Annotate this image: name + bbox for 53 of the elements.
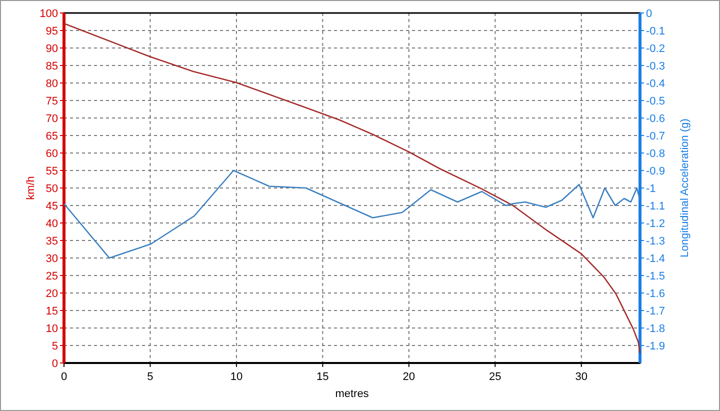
x-tick-label: 10	[230, 371, 243, 383]
y-tick-label: 20	[46, 288, 58, 300]
y-tick-label: 15	[46, 306, 58, 318]
y2-tick-label: -0.4	[646, 78, 665, 90]
x-tick-label: 30	[575, 371, 588, 383]
x-tick-label: 25	[489, 371, 502, 383]
y2-tick-label: 0	[646, 8, 652, 20]
y-tick-label: 65	[46, 130, 58, 142]
y2-tick-label: -0.3	[646, 60, 665, 72]
line-series	[63, 170, 641, 259]
y-tick-label: 95	[46, 26, 58, 38]
y2-tick-label: -0.1	[646, 26, 665, 38]
y-tick-label: 0	[52, 358, 58, 370]
y2-tick-label: -1.8	[646, 323, 665, 335]
y2-tick-label: -0.9	[646, 166, 665, 178]
y-tick-label: 50	[46, 183, 58, 195]
x-axis-title: metres	[335, 388, 370, 400]
y2-tick-label: -1.4	[646, 253, 665, 265]
y2-tick-label: -0.2	[646, 43, 665, 55]
x-tick-label: 5	[147, 371, 154, 383]
y-tick-label: 60	[46, 148, 58, 160]
line-series	[63, 22, 641, 354]
x-tick-label: 20	[402, 371, 416, 383]
x-tick-label: 0	[60, 371, 68, 383]
y-tick-label: 5	[52, 340, 58, 352]
y2-tick-label: -1.6	[646, 288, 665, 300]
y-tick-label: 30	[46, 253, 58, 265]
y2-tick-label: -0.6	[646, 113, 665, 125]
y2-tick-label: -0.7	[646, 130, 665, 142]
y2-tick-label: -1.2	[646, 218, 665, 230]
y2-tick-label: -1.3	[646, 236, 665, 248]
y-axis-title: km/h	[25, 176, 37, 200]
y-tick-label: 10	[46, 323, 58, 335]
y-tick-label: 80	[46, 78, 58, 90]
y-tick-label: 85	[46, 60, 58, 72]
y2-tick-label: -0.8	[646, 148, 665, 160]
y-tick-label: 100	[40, 8, 58, 20]
y-tick-label: 45	[46, 200, 58, 212]
y-tick-label: 55	[46, 166, 58, 178]
y-tick-label: 90	[46, 43, 58, 55]
y2-tick-label: -1	[646, 183, 656, 195]
y-tick-label: 70	[46, 113, 58, 125]
y2-tick-label: -1.5	[646, 270, 665, 282]
y-tick-label: 40	[46, 218, 58, 230]
y-tick-label: 75	[46, 96, 58, 108]
y-tick-label: 35	[46, 236, 58, 248]
y2-tick-label: -1.1	[646, 200, 665, 212]
y-tick-label: 25	[46, 270, 58, 282]
y2-tick-label: -1.9	[646, 340, 665, 352]
y2-tick-label: -0.5	[646, 96, 665, 108]
y2-tick-label: -1.7	[646, 306, 665, 318]
x-tick-label: 15	[316, 371, 329, 383]
y2-axis-title: Longitudinal Acceleration (g)	[679, 118, 691, 258]
